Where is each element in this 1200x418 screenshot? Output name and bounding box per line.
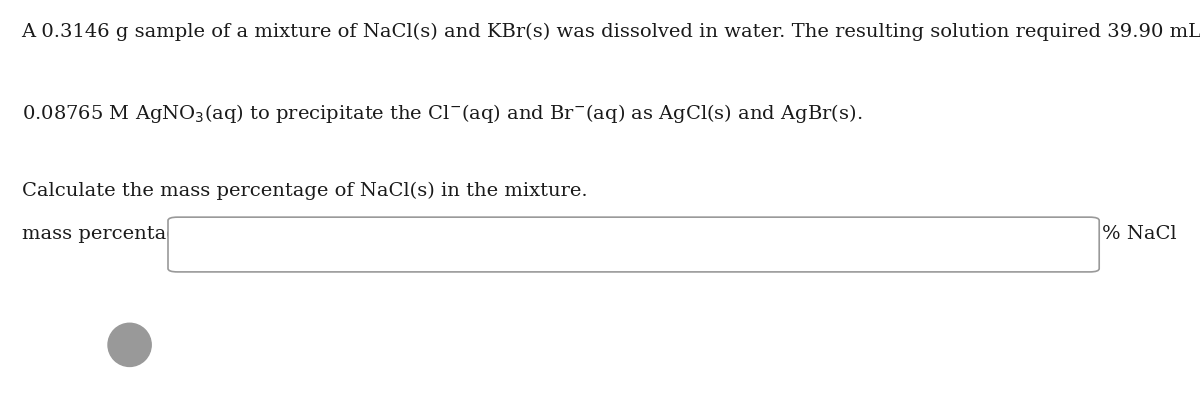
Text: mass percentage:: mass percentage: [22, 225, 197, 243]
Ellipse shape [108, 323, 151, 367]
Text: 0.08765 M AgNO$_3$(aq) to precipitate the Cl$^{-}$(aq) and Br$^{-}$(aq) as AgCl(: 0.08765 M AgNO$_3$(aq) to precipitate th… [22, 102, 862, 125]
FancyBboxPatch shape [168, 217, 1099, 272]
Text: % NaCl: % NaCl [1102, 225, 1176, 243]
Text: A 0.3146 g sample of a mixture of NaCl(s) and KBr(s) was dissolved in water. The: A 0.3146 g sample of a mixture of NaCl(s… [22, 23, 1200, 41]
Text: Calculate the mass percentage of NaCl(s) in the mixture.: Calculate the mass percentage of NaCl(s)… [22, 182, 587, 200]
